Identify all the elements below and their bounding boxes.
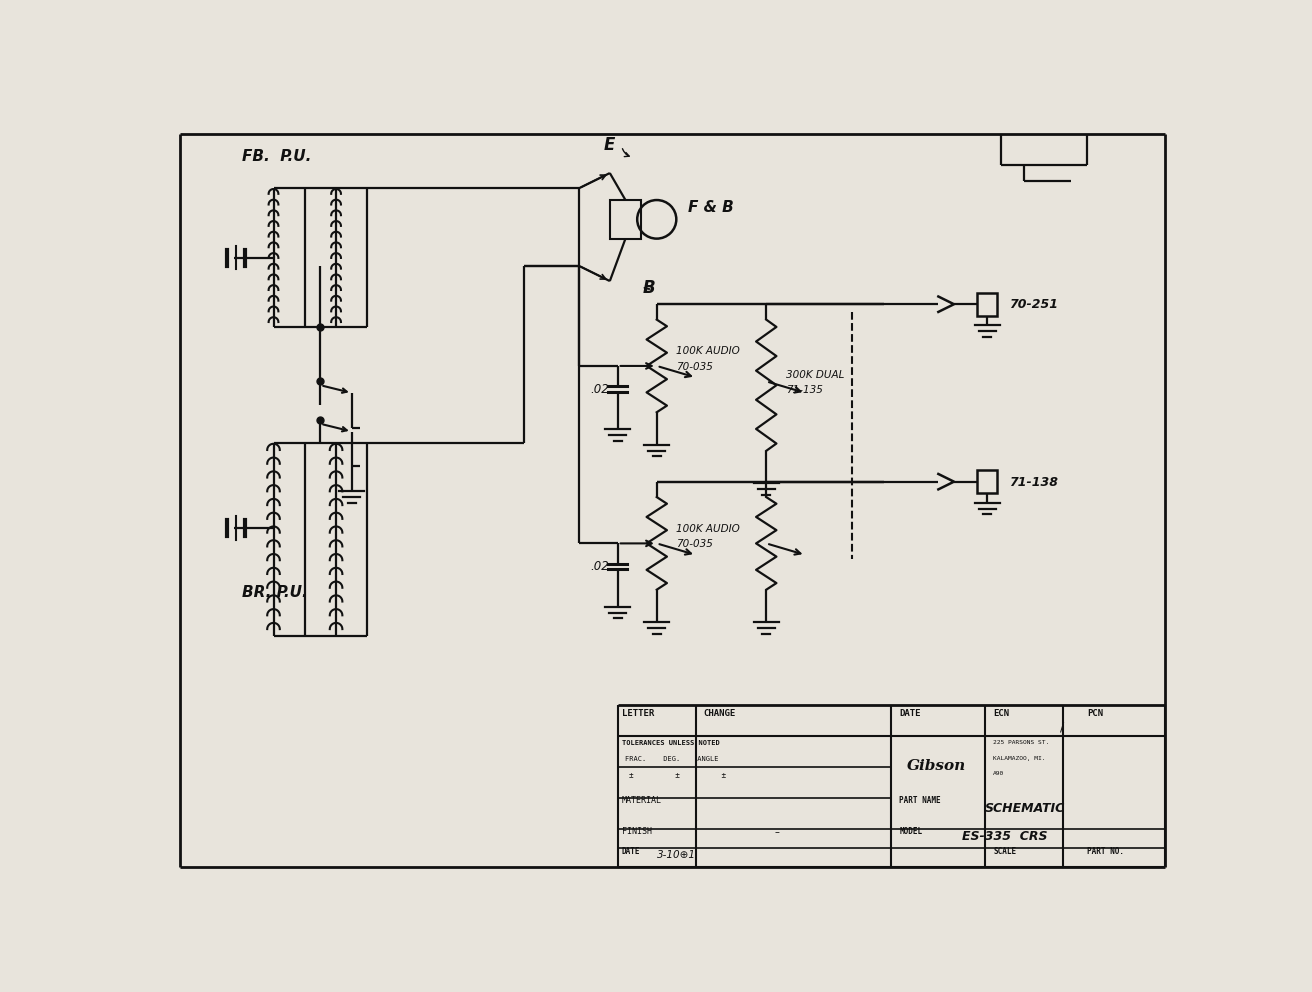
Text: DATE: DATE	[899, 709, 921, 718]
Text: .02: .02	[590, 560, 609, 573]
Text: E: E	[604, 136, 615, 154]
Text: TOLERANCES UNLESS NOTED: TOLERANCES UNLESS NOTED	[622, 740, 719, 746]
Text: F & B: F & B	[687, 199, 733, 214]
Text: FRAC.    DEG.    ANGLE: FRAC. DEG. ANGLE	[626, 756, 719, 762]
Text: 225 PARSONS ST.: 225 PARSONS ST.	[993, 740, 1050, 745]
Text: MATERIAL: MATERIAL	[622, 797, 661, 806]
Text: /: /	[1060, 721, 1064, 734]
Text: .02: .02	[590, 383, 609, 396]
Text: –: –	[774, 827, 779, 837]
Text: 71-135: 71-135	[786, 385, 823, 395]
Text: 300K DUAL: 300K DUAL	[786, 369, 844, 380]
Text: 70-035: 70-035	[676, 362, 714, 372]
Text: MODEL: MODEL	[899, 827, 922, 836]
Text: 71-138: 71-138	[1009, 475, 1057, 488]
Text: 100K AUDIO: 100K AUDIO	[676, 524, 740, 534]
Text: ±         ±         ±: ± ± ±	[630, 771, 727, 780]
Text: SCALE: SCALE	[993, 846, 1017, 856]
Text: SCHEMATIC: SCHEMATIC	[985, 802, 1065, 814]
Text: 70-035: 70-035	[676, 540, 714, 550]
Bar	[610, 200, 642, 239]
Text: 3-10⊕1: 3-10⊕1	[657, 850, 695, 860]
Text: FB.  P.U.: FB. P.U.	[243, 150, 311, 165]
Text: PART NO.: PART NO.	[1086, 846, 1124, 856]
Text: A90: A90	[993, 771, 1004, 776]
Text: KALAMAZOO, MI.: KALAMAZOO, MI.	[993, 756, 1046, 761]
Text: LETTER: LETTER	[622, 709, 653, 718]
Bar	[977, 293, 997, 315]
Bar	[977, 470, 997, 493]
Text: PART NAME: PART NAME	[899, 797, 941, 806]
Text: 100K AUDIO: 100K AUDIO	[676, 346, 740, 356]
Text: ECN: ECN	[993, 709, 1009, 718]
Text: PCN: PCN	[1086, 709, 1103, 718]
Text: CHANGE: CHANGE	[703, 709, 736, 718]
Text: BR. P.U.: BR. P.U.	[243, 585, 308, 600]
Text: DATE: DATE	[622, 846, 640, 856]
Text: B: B	[643, 279, 655, 297]
Text: ES-335  CRS: ES-335 CRS	[962, 830, 1047, 843]
Text: 70-251: 70-251	[1009, 298, 1057, 311]
Text: FINISH: FINISH	[622, 827, 652, 836]
Text: Gibson: Gibson	[907, 760, 967, 774]
